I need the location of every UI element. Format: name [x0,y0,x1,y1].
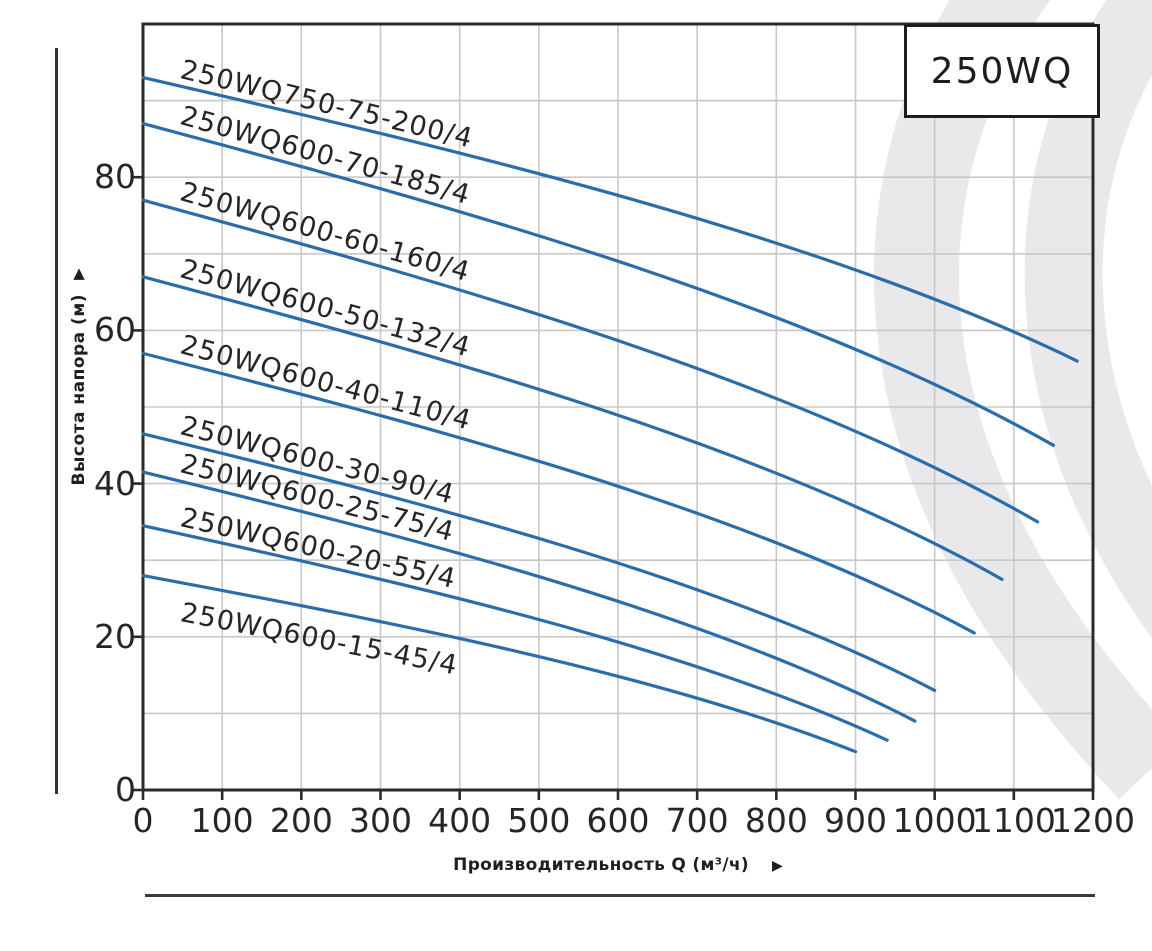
y-axis-title-block: ▲ Высота напора (м) [60,264,98,485]
bottom-decorative-rule [145,894,1095,897]
gridlines [143,24,1093,790]
x-tick-label: 400 [428,801,492,840]
left-decorative-rule [55,48,58,794]
arrow-up-icon: ▲ [73,264,85,282]
x-tick-label: 1000 [892,801,977,840]
y-tick-label: 60 [94,310,136,350]
x-tick-label: 1100 [971,801,1056,840]
x-tick-label: 300 [349,801,412,840]
pump-curve [141,470,917,723]
y-axis-title: Высота напора (м) [69,294,89,486]
x-tick-label: 800 [744,801,808,840]
pump-curve [141,432,937,693]
y-tick-label: 20 [94,616,136,656]
pump-curves [141,76,1079,754]
x-tick-label: 700 [665,801,729,840]
arrow-right-icon: ▶ [772,858,783,874]
y-tick-label: 0 [115,770,136,809]
pump-curve [141,76,1079,363]
x-tick-label: 100 [190,801,254,840]
x-tick-label: 900 [824,801,887,840]
tick-marks [133,175,1095,800]
y-tick-label: 80 [94,157,136,197]
y-tick-label: 40 [94,463,136,503]
x-axis-title: Производительность Q (м³/ч) [453,855,749,875]
pump-curve [141,573,858,754]
model-family-label: 250WQ [930,50,1074,92]
x-tick-label: 0 [132,801,154,840]
watermark-arc [1024,0,1152,638]
pump-curve [141,198,1040,524]
x-tick-label: 600 [586,801,650,840]
x-tick-label: 500 [507,801,571,840]
plot-border [141,22,1095,792]
pump-curve [141,275,1004,581]
pump-curve [141,351,976,635]
pump-curve [141,524,889,742]
pump-curve [141,121,1056,447]
x-tick-label: 200 [269,801,333,840]
x-tick-label: 1200 [1051,801,1135,840]
model-family-box: 250WQ [904,24,1100,118]
x-axis-title-block: Производительность Q (м³/ч) ▶ [143,855,1093,875]
